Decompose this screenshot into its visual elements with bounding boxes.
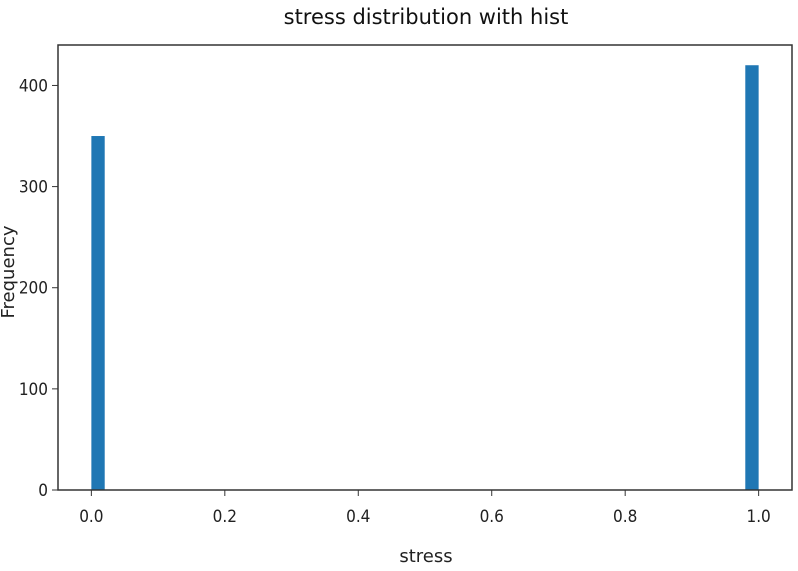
chart-title: stress distribution with hist bbox=[284, 5, 569, 29]
y-tick-label-1: 100 bbox=[19, 380, 48, 400]
x-tick-label-2: 0.4 bbox=[346, 507, 370, 527]
x-axis: 0.0 0.2 0.4 0.6 0.8 1.0 bbox=[79, 490, 771, 527]
x-tick-label-4: 0.8 bbox=[613, 507, 637, 527]
bars-group bbox=[91, 65, 759, 491]
x-tick-label-5: 1.0 bbox=[746, 507, 770, 527]
y-tick-label-0: 0 bbox=[38, 481, 48, 501]
x-axis-label: stress bbox=[399, 546, 452, 567]
y-tick-label-3: 300 bbox=[19, 178, 48, 198]
x-tick-label-3: 0.6 bbox=[480, 507, 504, 527]
x-tick-label-1: 0.2 bbox=[213, 507, 237, 527]
plot-area-frame bbox=[57, 44, 793, 491]
y-axis-label: Frequency bbox=[0, 225, 19, 318]
histogram-bar-0 bbox=[91, 136, 105, 491]
y-axis: 0 100 200 300 400 bbox=[19, 76, 58, 501]
histogram-bar-1 bbox=[745, 65, 759, 491]
x-tick-label-0: 0.0 bbox=[79, 507, 103, 527]
y-tick-label-4: 400 bbox=[19, 76, 48, 96]
y-tick-label-2: 200 bbox=[19, 279, 48, 299]
